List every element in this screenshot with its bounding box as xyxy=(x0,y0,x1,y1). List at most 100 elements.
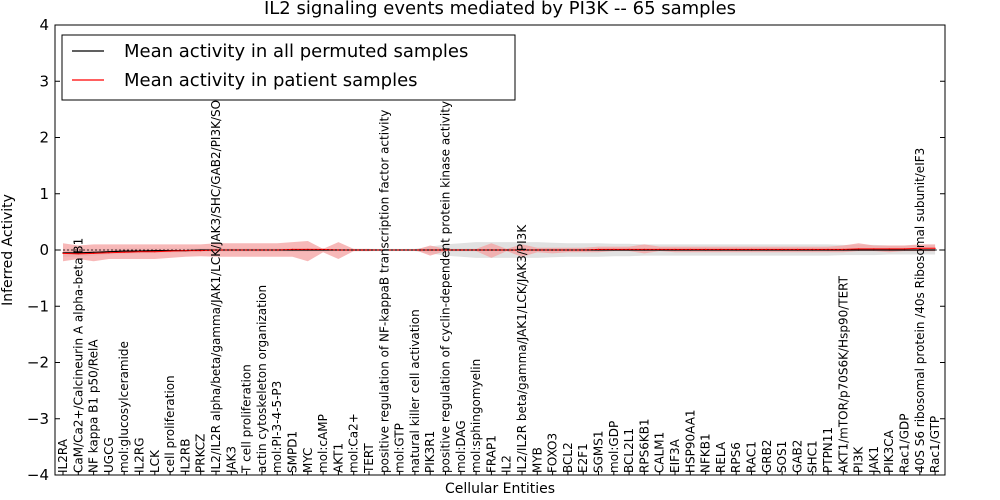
x-tick-label: E2F1 xyxy=(576,443,590,473)
x-tick-label: AKT1/mTOR/p70S6K/Hsp90/TERT xyxy=(836,275,850,473)
x-tick-label: mol:DAG xyxy=(454,420,468,473)
x-tick-label: MYC xyxy=(301,448,315,473)
y-tick-label: −2 xyxy=(27,354,49,372)
point-series-1 xyxy=(108,251,110,253)
x-tick-label: FRAP1 xyxy=(484,435,498,473)
x-tick-label: SOS1 xyxy=(775,441,789,473)
point-series-1 xyxy=(77,252,79,254)
point-series-2 xyxy=(521,249,523,251)
x-tick-label: AKT1 xyxy=(331,443,345,473)
point-series-1 xyxy=(93,251,95,253)
confidence-bands xyxy=(63,241,936,262)
x-tick-label: positive regulation of cyclin-dependent … xyxy=(439,101,453,473)
point-series-2 xyxy=(858,248,860,250)
x-tick-label: TERT xyxy=(362,443,376,474)
x-tick-label: NFKB1 xyxy=(699,433,713,473)
legend-label: Mean activity in all permuted samples xyxy=(124,41,468,62)
x-tick-label: natural killer cell activation xyxy=(408,309,422,473)
x-tick-label: actin cytoskeleton organization xyxy=(255,285,269,473)
x-tick-label: mol:PI-3-4-5-P3 xyxy=(270,381,284,473)
x-tick-label: mol:GTP xyxy=(393,423,407,473)
legend: Mean activity in all permuted samples Mea… xyxy=(61,34,516,101)
x-tick-label: RPS6 xyxy=(729,442,743,473)
x-tick-label: MYB xyxy=(530,447,544,473)
point-series-2 xyxy=(689,248,691,250)
point-series-2 xyxy=(781,248,783,250)
band-series-2 xyxy=(63,241,936,262)
x-tick-label: mol:GDP xyxy=(607,421,621,473)
point-series-2 xyxy=(919,247,921,249)
y-axis-label: Inferred Activity xyxy=(0,194,16,306)
point-series-2 xyxy=(138,251,141,253)
y-tick-label: −3 xyxy=(27,410,49,428)
x-tick-label: IL2RA xyxy=(56,438,70,473)
x-tick-label: IL2/IL2R beta/gamma/JAK1/LCK/JAK3/PI3K xyxy=(515,224,529,473)
point-series-2 xyxy=(903,248,906,250)
point-series-2 xyxy=(337,249,339,251)
point-series-2 xyxy=(353,249,355,251)
x-tick-label: BCL2 xyxy=(561,442,575,473)
x-tick-label: RAC1 xyxy=(745,441,759,473)
x-tick-label: NF kappa B1 p50/RelA xyxy=(87,339,101,473)
y-tick-label: 1 xyxy=(39,185,49,203)
x-tick-label: PTPN11 xyxy=(821,427,835,473)
y-tick-label: 3 xyxy=(39,72,49,90)
y-tick-label: −1 xyxy=(27,297,49,315)
x-axis: IL2RA CaM/Ca2+/Calcineurin A alpha-beta B… xyxy=(56,49,942,475)
point-series-2 xyxy=(261,249,263,251)
x-tick-label: 40S S6 ribosomal protein /40s Ribosomal … xyxy=(913,148,927,473)
x-tick-label: mol:sphingomyelin xyxy=(469,359,483,473)
x-tick-label: PIK3CA xyxy=(882,429,896,473)
y-tick-label: 0 xyxy=(39,241,49,259)
point-series-2 xyxy=(62,252,64,254)
chart-title: IL2 signaling events mediated by PI3K --… xyxy=(264,0,736,19)
point-series-2 xyxy=(429,249,431,251)
x-tick-label: FOXO3 xyxy=(546,433,560,473)
x-tick-label: IL2RB xyxy=(178,439,192,473)
y-tick-label: 4 xyxy=(39,16,49,34)
x-tick-label: IL2 xyxy=(500,455,514,473)
point-series-2 xyxy=(123,251,125,253)
x-tick-label: HSP90AA1 xyxy=(683,409,697,473)
x-tick-label: IL2RG xyxy=(133,438,147,474)
x-axis-label: Cellular Entities xyxy=(445,481,555,497)
point-series-2 xyxy=(444,249,447,251)
point-series-2 xyxy=(246,249,248,251)
x-tick-label: PIK3R1 xyxy=(423,431,437,473)
x-tick-label: mol:glucosylceramide xyxy=(117,341,131,473)
point-series-2 xyxy=(184,250,186,252)
series-lines xyxy=(55,247,945,255)
point-series-2 xyxy=(705,248,707,250)
x-tick-label: mol:cAMP xyxy=(316,414,330,473)
point-series-2 xyxy=(873,248,875,250)
point-series-1 xyxy=(873,249,875,251)
point-series-2 xyxy=(934,247,936,249)
x-tick-label: IL2/IL2R alpha/beta/gamma/JAK1/LCK/JAK3/… xyxy=(209,49,223,473)
x-tick-label: PI3K xyxy=(852,446,866,473)
point-series-1 xyxy=(123,250,125,252)
x-tick-label: cell proliferation xyxy=(163,375,177,473)
point-series-2 xyxy=(154,251,156,253)
x-tick-label: positive regulation of NF-kappaB transcr… xyxy=(377,110,391,473)
x-tick-label: UGCG xyxy=(102,437,116,473)
y-tick-label: −4 xyxy=(27,466,49,484)
x-tick-label: JAK3 xyxy=(224,446,238,474)
x-tick-label: EIF3A xyxy=(668,438,682,473)
x-tick-label: GRB2 xyxy=(760,439,774,473)
x-tick-label: SGMS1 xyxy=(592,430,606,473)
x-tick-label: CALM1 xyxy=(653,432,667,473)
point-series-2 xyxy=(888,248,890,250)
point-series-2 xyxy=(613,248,615,250)
x-tick-label: JAK1 xyxy=(867,446,881,474)
x-tick-label: BCL2L1 xyxy=(622,428,636,473)
x-tick-label: RPS6KB1 xyxy=(637,418,651,473)
point-series-2 xyxy=(93,252,95,254)
x-tick-label: SHC1 xyxy=(806,440,820,473)
x-tick-label: CaM/Ca2+/Calcineurin A alpha-beta B1 xyxy=(71,238,85,473)
point-series-2 xyxy=(597,248,600,250)
y-axis: −4 −3 −2 −1 0 1 2 3 4 xyxy=(27,16,945,484)
x-tick-label: mol:Ca2+ xyxy=(347,413,361,473)
legend-box xyxy=(61,34,516,101)
x-tick-label: RELA xyxy=(714,441,728,473)
